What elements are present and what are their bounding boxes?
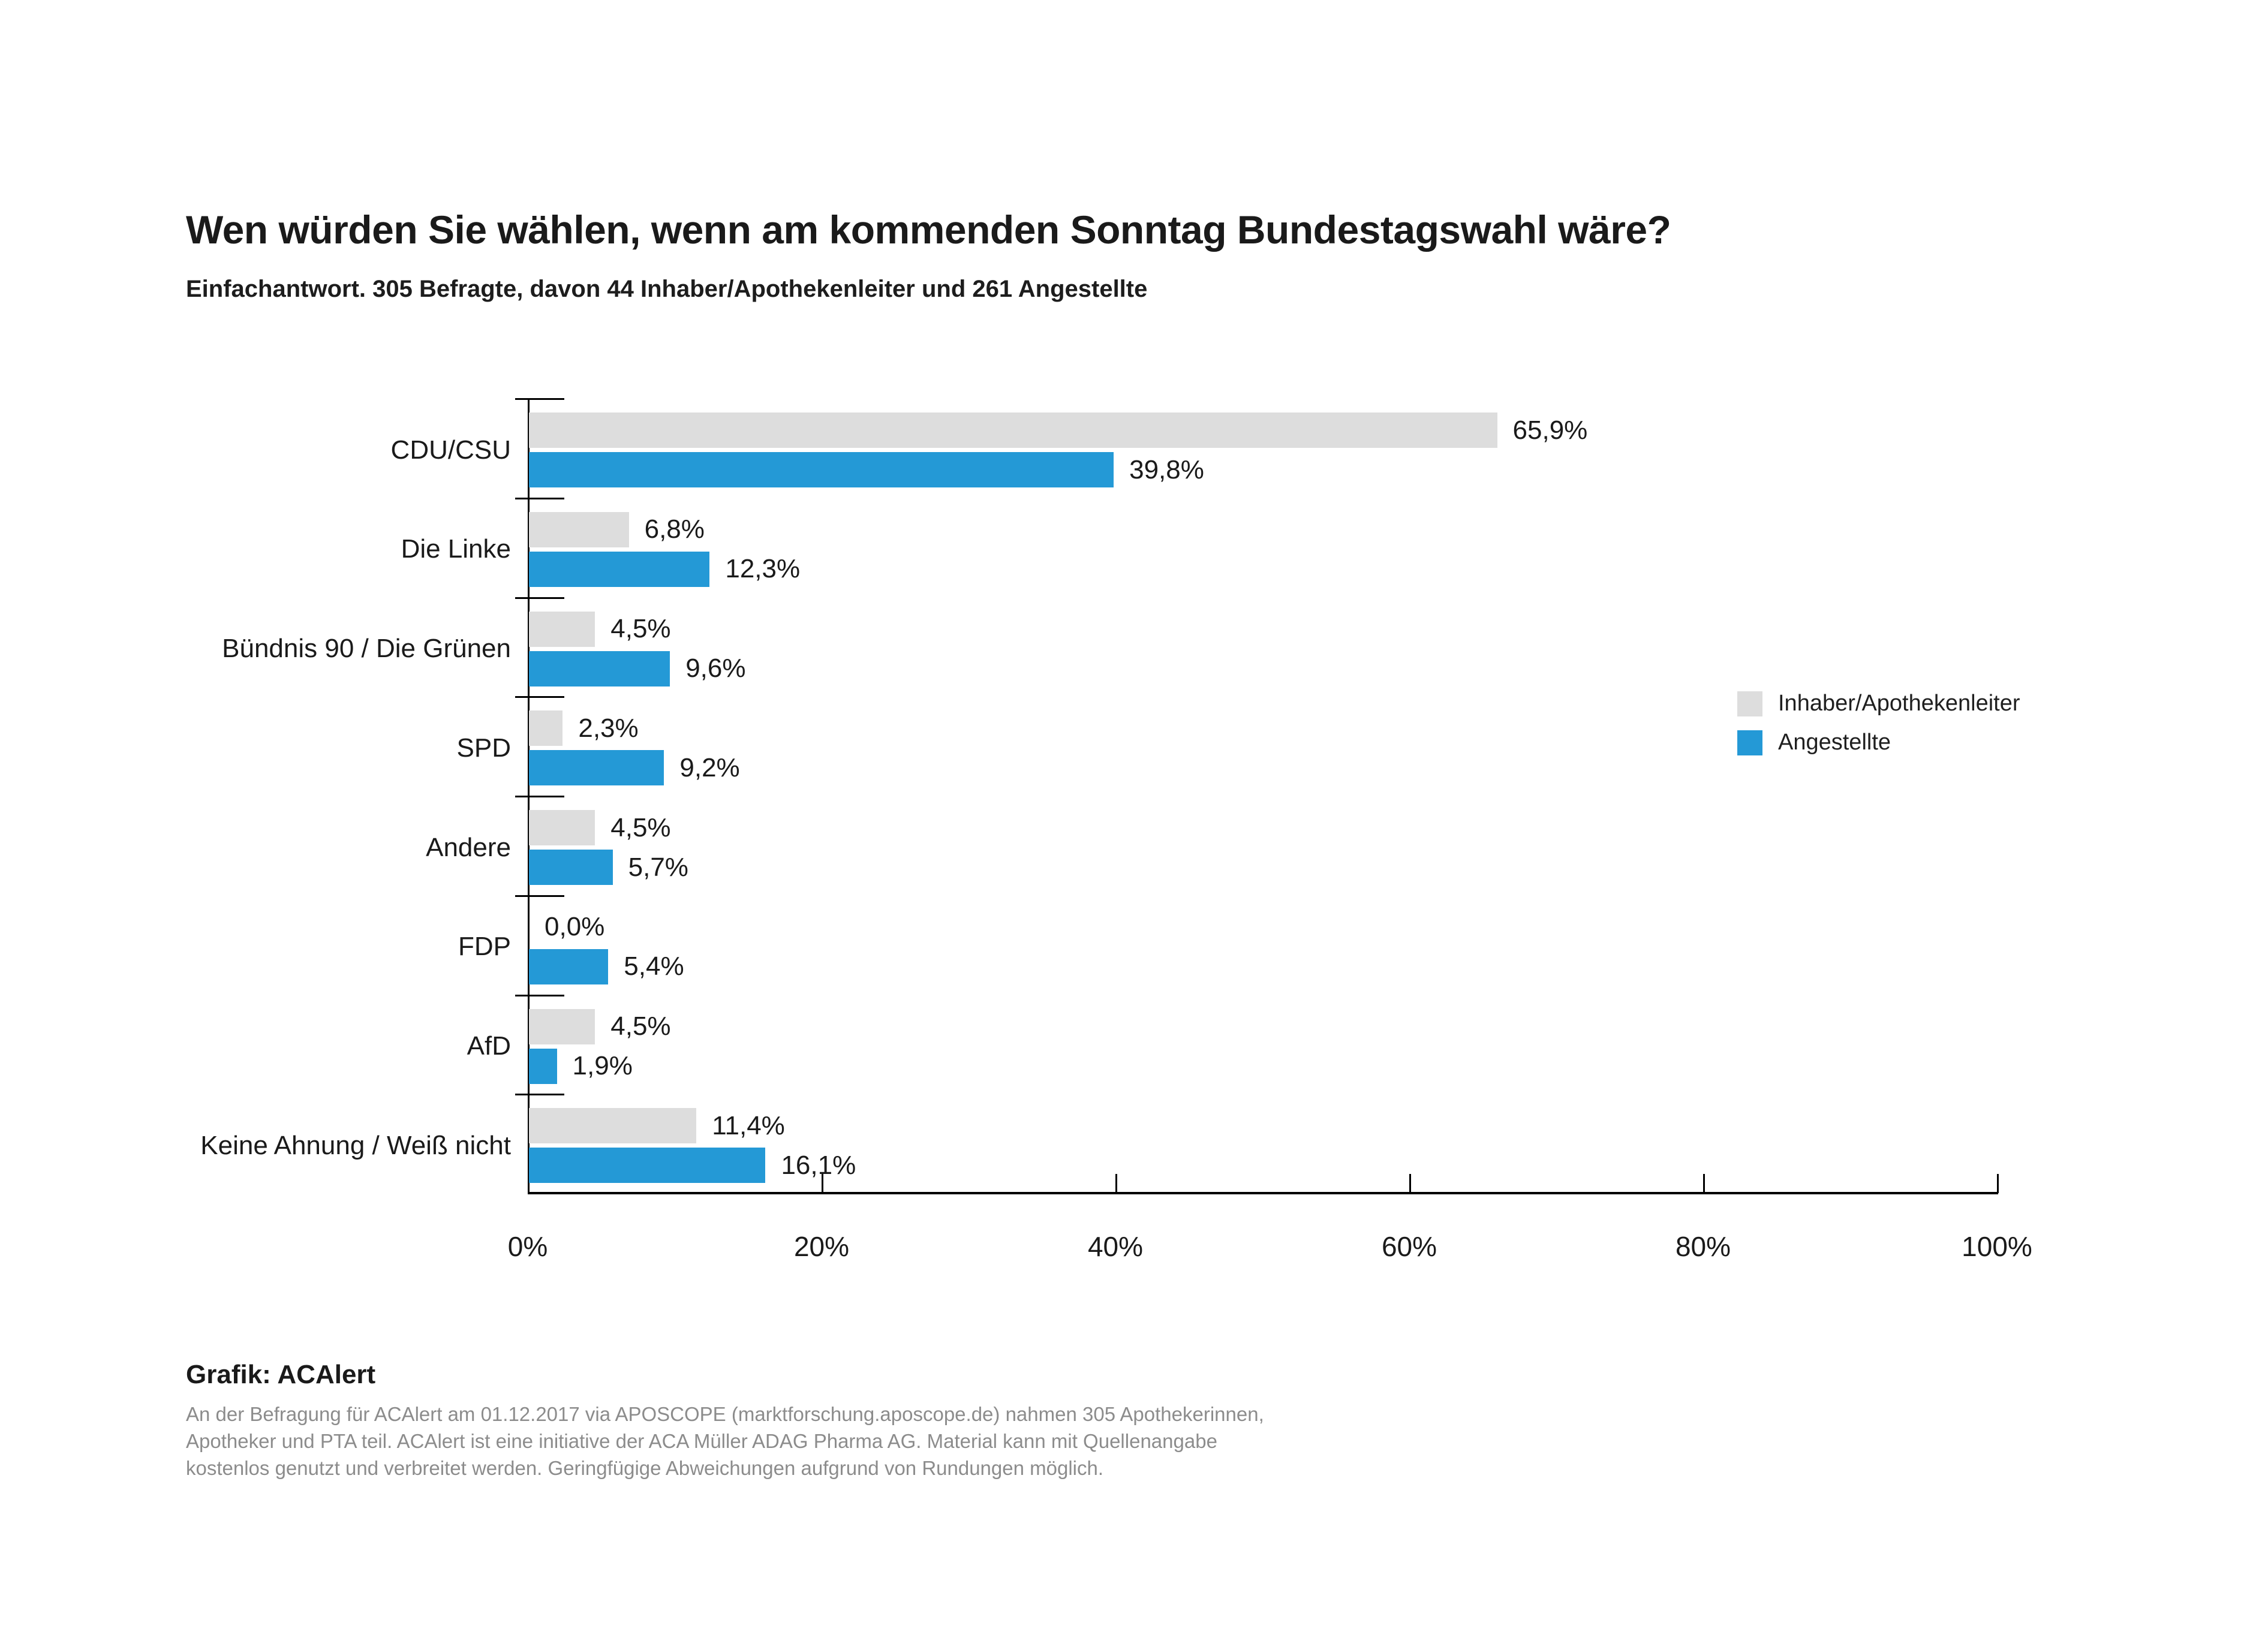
x-axis-line	[528, 1192, 1998, 1194]
legend-label-angestellte: Angestellte	[1778, 730, 1891, 755]
value-label: 1,9%	[572, 1051, 633, 1080]
value-label: 16,1%	[781, 1150, 856, 1180]
x-axis-tick	[1703, 1174, 1705, 1193]
bar-angestellte	[529, 651, 670, 686]
bar-inhaber	[529, 1008, 595, 1044]
bar-inhaber	[529, 511, 629, 547]
category-tick	[515, 497, 564, 499]
value-label: 4,5%	[610, 1011, 671, 1041]
category-label: CDU/CSU	[390, 435, 511, 465]
bar-angestellte	[529, 551, 710, 587]
x-axis-label: 0%	[507, 1231, 548, 1262]
category-tick	[515, 696, 564, 698]
bar-inhaber	[529, 1108, 697, 1144]
category-label: SPD	[456, 733, 511, 763]
value-label: 4,5%	[610, 812, 671, 842]
value-label: 6,8%	[644, 514, 705, 544]
bar-angestellte	[529, 949, 609, 984]
bar-angestellte	[529, 850, 613, 885]
bar-inhaber	[529, 710, 563, 746]
category-tick	[515, 796, 564, 797]
value-label: 11,4%	[712, 1110, 785, 1140]
value-label: 39,8%	[1129, 454, 1204, 484]
legend-item-inhaber: Inhaber/Apothekenleiter	[1737, 691, 2020, 716]
value-label: 9,2%	[679, 752, 740, 782]
category-tick	[515, 1094, 564, 1096]
legend: Inhaber/Apothekenleiter Angestellte	[1737, 691, 2020, 769]
value-label: 65,9%	[1512, 415, 1588, 445]
x-axis-label: 20%	[793, 1231, 850, 1262]
category-label: AfD	[467, 1031, 511, 1061]
value-label: 12,3%	[725, 554, 801, 584]
category-tick	[515, 895, 564, 897]
legend-label-inhaber: Inhaber/Apothekenleiter	[1778, 691, 2020, 716]
footnote: An der Befragung für ACAlert am 01.12.20…	[186, 1403, 1264, 1479]
legend-swatch-inhaber	[1737, 691, 1762, 716]
x-axis-label: 60%	[1381, 1231, 1437, 1262]
category-tick	[515, 398, 564, 400]
x-axis-tick	[1115, 1174, 1117, 1193]
bar-angestellte	[529, 1048, 557, 1084]
category-label: Die Linke	[401, 534, 511, 564]
x-axis-label: 100%	[1962, 1231, 2032, 1262]
bar-inhaber	[529, 810, 595, 845]
x-axis-tick	[1997, 1174, 1999, 1193]
value-label: 9,6%	[685, 654, 746, 683]
bar-angestellte	[529, 1148, 766, 1184]
category-label: Bündnis 90 / Die Grünen	[222, 634, 511, 663]
x-axis-tick	[1409, 1174, 1411, 1193]
value-label: 0,0%	[545, 912, 605, 942]
bar-inhaber	[529, 412, 1497, 448]
x-axis-tick	[822, 1174, 823, 1193]
value-label: 2,3%	[578, 713, 639, 743]
chart-subtitle: Einfachantwort. 305 Befragte, davon 44 I…	[186, 276, 1148, 302]
category-tick	[515, 597, 564, 599]
bar-angestellte	[529, 750, 664, 786]
x-axis-label: 80%	[1675, 1231, 1731, 1262]
source-credit: Grafik: ACAlert	[186, 1360, 376, 1389]
legend-item-angestellte: Angestellte	[1737, 730, 2020, 755]
category-label: Andere	[426, 832, 511, 862]
bar-angestellte	[529, 452, 1114, 487]
legend-swatch-angestellte	[1737, 730, 1762, 755]
x-axis-label: 40%	[1087, 1231, 1144, 1262]
chart-title: Wen würden Sie wählen, wenn am kommenden…	[186, 207, 1671, 252]
value-label: 4,5%	[610, 614, 671, 643]
category-tick	[515, 994, 564, 996]
value-label: 5,4%	[624, 952, 684, 981]
bar-inhaber	[529, 611, 595, 647]
value-label: 5,7%	[628, 852, 688, 882]
category-label: Keine Ahnung / Weiß nicht	[200, 1130, 511, 1160]
category-label: FDP	[458, 932, 511, 962]
